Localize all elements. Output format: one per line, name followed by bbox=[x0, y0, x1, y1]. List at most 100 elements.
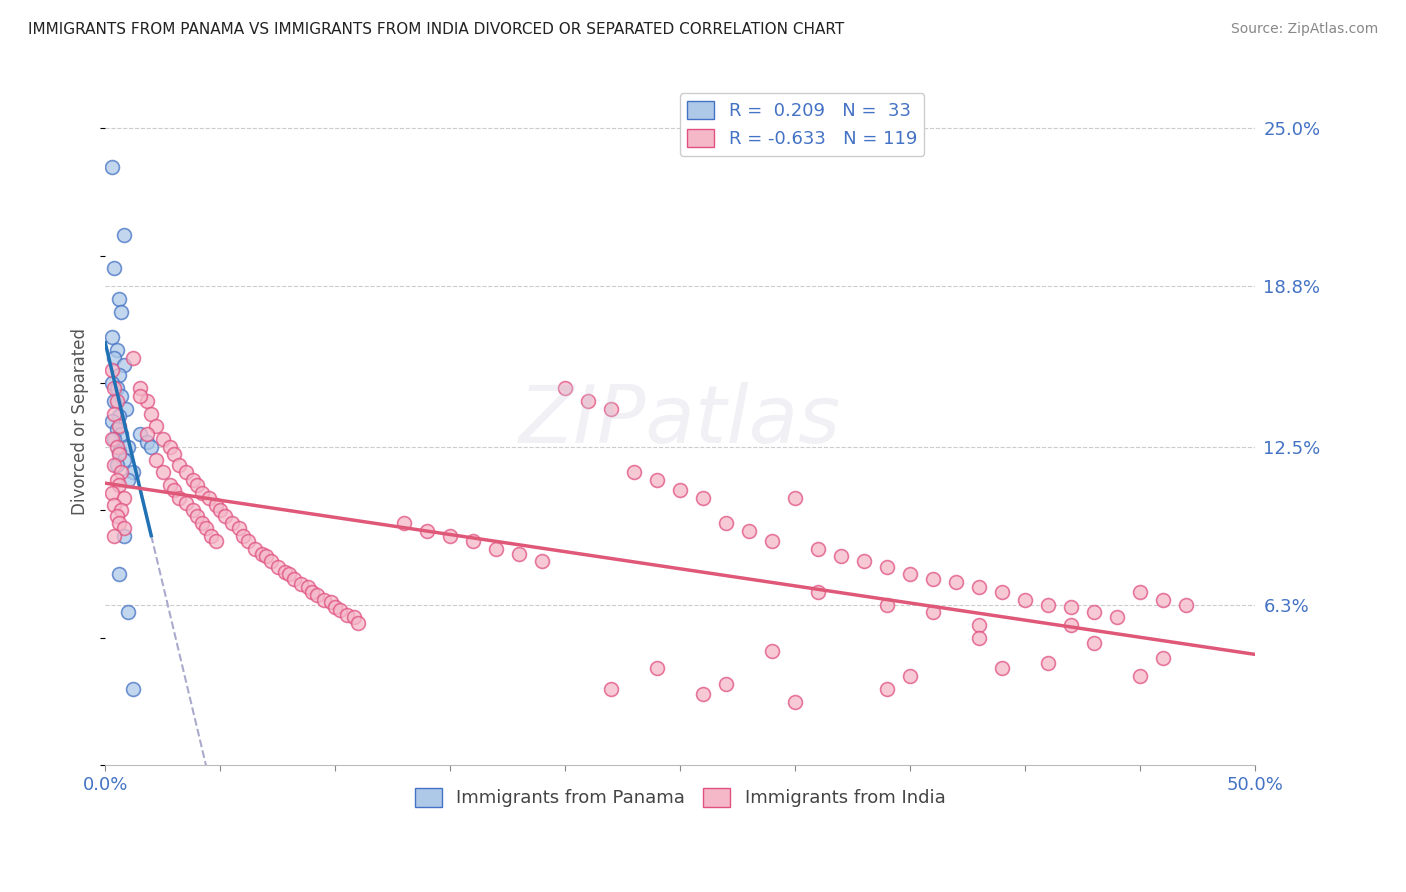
Point bbox=[159, 478, 181, 492]
Point bbox=[1036, 657, 1059, 671]
Point bbox=[105, 343, 128, 357]
Legend: Immigrants from Panama, Immigrants from India: Immigrants from Panama, Immigrants from … bbox=[408, 780, 953, 814]
Point bbox=[260, 554, 283, 568]
Point bbox=[108, 292, 131, 306]
Point bbox=[186, 508, 208, 523]
Point bbox=[645, 473, 668, 487]
Point bbox=[103, 393, 125, 408]
Point bbox=[1014, 592, 1036, 607]
Point bbox=[141, 440, 163, 454]
Point bbox=[250, 547, 273, 561]
Point bbox=[101, 330, 124, 344]
Point bbox=[319, 595, 342, 609]
Point bbox=[301, 585, 323, 599]
Point bbox=[121, 465, 143, 479]
Point bbox=[623, 465, 645, 479]
Point bbox=[1129, 585, 1152, 599]
Point bbox=[876, 559, 898, 574]
Point bbox=[128, 381, 150, 395]
Point bbox=[112, 491, 135, 505]
Point bbox=[105, 393, 128, 408]
Point bbox=[336, 607, 359, 622]
Point bbox=[531, 554, 554, 568]
Point bbox=[108, 419, 131, 434]
Point bbox=[347, 615, 370, 630]
Point bbox=[761, 643, 783, 657]
Point bbox=[669, 483, 692, 497]
Point bbox=[785, 694, 807, 708]
Point bbox=[181, 473, 204, 487]
Point bbox=[141, 407, 163, 421]
Text: IMMIGRANTS FROM PANAMA VS IMMIGRANTS FROM INDIA DIVORCED OR SEPARATED CORRELATIO: IMMIGRANTS FROM PANAMA VS IMMIGRANTS FRO… bbox=[28, 22, 845, 37]
Point bbox=[110, 389, 132, 403]
Point bbox=[135, 427, 157, 442]
Point bbox=[181, 503, 204, 517]
Point bbox=[145, 419, 167, 434]
Point bbox=[463, 534, 485, 549]
Point bbox=[117, 473, 139, 487]
Point bbox=[439, 529, 461, 543]
Point bbox=[108, 409, 131, 424]
Point bbox=[121, 351, 143, 365]
Point bbox=[105, 422, 128, 436]
Point bbox=[105, 458, 128, 472]
Point bbox=[135, 393, 157, 408]
Point bbox=[135, 434, 157, 449]
Point bbox=[103, 529, 125, 543]
Point bbox=[323, 600, 346, 615]
Point bbox=[329, 603, 352, 617]
Point bbox=[167, 458, 190, 472]
Point bbox=[228, 521, 250, 535]
Point bbox=[128, 427, 150, 442]
Point bbox=[392, 516, 415, 531]
Point bbox=[112, 452, 135, 467]
Point bbox=[967, 631, 990, 645]
Point bbox=[278, 567, 301, 582]
Point bbox=[108, 447, 131, 461]
Point bbox=[1060, 600, 1083, 615]
Point bbox=[1175, 598, 1198, 612]
Point bbox=[876, 598, 898, 612]
Point bbox=[243, 541, 266, 556]
Point bbox=[922, 572, 945, 586]
Point bbox=[967, 580, 990, 594]
Point bbox=[152, 465, 174, 479]
Point bbox=[110, 427, 132, 442]
Point bbox=[305, 588, 328, 602]
Point bbox=[761, 534, 783, 549]
Point bbox=[117, 606, 139, 620]
Point bbox=[991, 661, 1014, 675]
Point bbox=[103, 458, 125, 472]
Point bbox=[103, 432, 125, 446]
Point bbox=[195, 521, 218, 535]
Point bbox=[101, 485, 124, 500]
Point bbox=[714, 516, 737, 531]
Point bbox=[108, 516, 131, 531]
Point bbox=[105, 381, 128, 395]
Point bbox=[105, 508, 128, 523]
Point bbox=[103, 261, 125, 276]
Point bbox=[692, 687, 714, 701]
Point bbox=[108, 368, 131, 383]
Point bbox=[600, 681, 623, 696]
Point bbox=[103, 499, 125, 513]
Text: Source: ZipAtlas.com: Source: ZipAtlas.com bbox=[1230, 22, 1378, 37]
Point bbox=[342, 610, 364, 624]
Point bbox=[167, 491, 190, 505]
Point bbox=[807, 585, 830, 599]
Point bbox=[197, 491, 219, 505]
Point bbox=[186, 478, 208, 492]
Point bbox=[1083, 636, 1105, 650]
Text: ZIPatlas: ZIPatlas bbox=[519, 383, 841, 460]
Point bbox=[898, 567, 921, 582]
Point bbox=[600, 401, 623, 416]
Y-axis label: Divorced or Separated: Divorced or Separated bbox=[72, 328, 89, 515]
Point bbox=[204, 499, 226, 513]
Point bbox=[174, 465, 197, 479]
Point bbox=[221, 516, 243, 531]
Point bbox=[110, 305, 132, 319]
Point bbox=[554, 381, 576, 395]
Point bbox=[853, 554, 876, 568]
Point bbox=[1152, 651, 1174, 665]
Point bbox=[115, 401, 138, 416]
